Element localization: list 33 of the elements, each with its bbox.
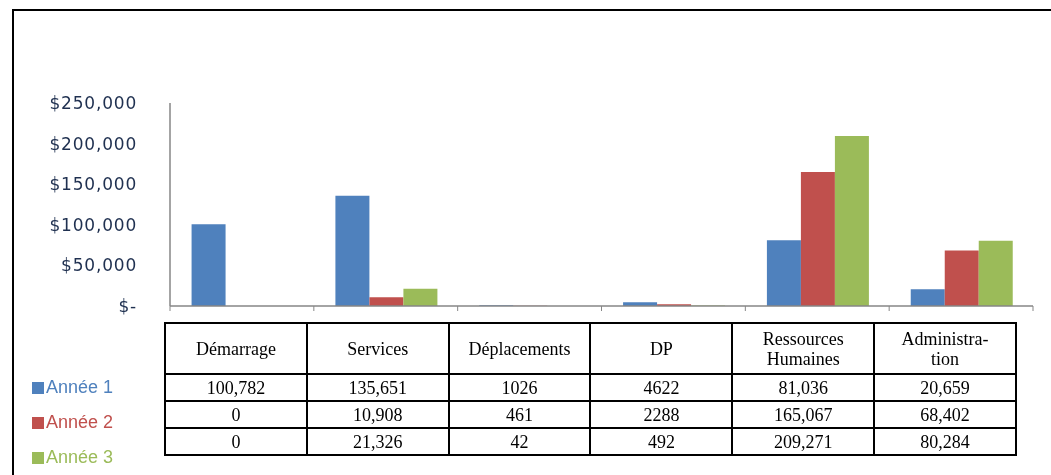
data-label: 0	[165, 401, 307, 428]
y-tick-label: $-	[118, 296, 137, 317]
data-label: 209,271	[732, 428, 875, 455]
data-label: 80,284	[874, 428, 1016, 455]
legend-label: Année 3	[46, 447, 114, 468]
data-label: 81,036	[732, 374, 875, 401]
y-tick-label: $100,000	[49, 214, 137, 235]
data-label: 68,402	[874, 401, 1016, 428]
data-label: 20,659	[874, 374, 1016, 401]
x-tick-label: Démarrage	[194, 338, 277, 359]
y-tick-label: $150,000	[49, 174, 137, 195]
y-tick-label: $50,000	[61, 255, 137, 276]
data-label: 461	[448, 401, 591, 428]
y-tick-label: $250,000	[49, 93, 137, 114]
x-tick-label: Déplacements	[467, 338, 572, 359]
data-label: 165,067	[732, 401, 875, 428]
x-tick-label: DP	[648, 338, 674, 359]
x-tick-label: Services	[346, 338, 410, 359]
data-label: 2288	[590, 401, 733, 428]
data-label: 42	[448, 428, 591, 455]
x-tick-label: Ressources Humaines	[761, 328, 845, 369]
data-label: 21,326	[306, 428, 449, 455]
y-tick-label: $200,000	[49, 133, 137, 154]
data-label: 10,908	[306, 401, 449, 428]
x-tick-label: Administra-tion	[900, 328, 990, 369]
legend-label: Année 1	[46, 377, 114, 398]
data-label: 1026	[448, 374, 591, 401]
data-label: 100,782	[165, 374, 307, 401]
data-label: 135,651	[306, 374, 449, 401]
legend-label: Année 2	[46, 412, 114, 433]
data-label: 0	[165, 428, 307, 455]
data-label: 4622	[590, 374, 733, 401]
data-label: 492	[590, 428, 733, 455]
